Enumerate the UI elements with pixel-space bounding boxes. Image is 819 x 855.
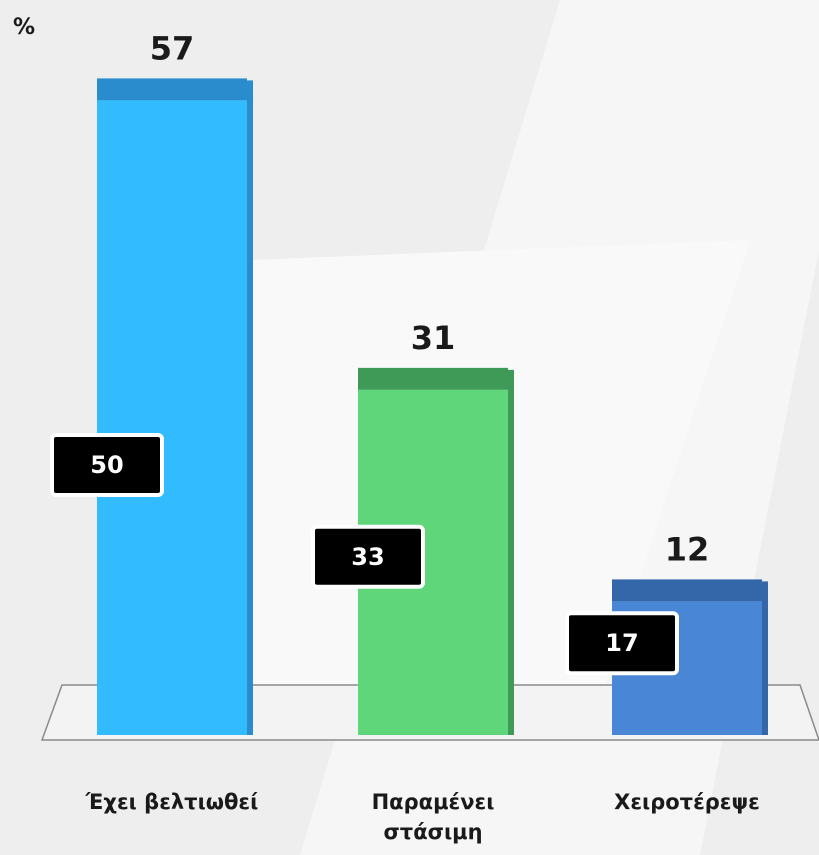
value-label: 31 xyxy=(411,319,456,357)
bar-top xyxy=(97,78,247,101)
comparison-label: 33 xyxy=(351,543,384,571)
value-label: 12 xyxy=(665,530,710,568)
bar-top xyxy=(612,579,762,602)
value-label: 57 xyxy=(150,29,195,67)
bar-side xyxy=(762,581,768,735)
x-tick-label: Παραμένει στάσιμη xyxy=(371,790,495,844)
bar-side xyxy=(508,369,514,735)
bar-side xyxy=(247,80,253,735)
comparison-label: 50 xyxy=(90,451,123,479)
comparison-box xyxy=(50,433,164,497)
unit-label: % xyxy=(13,15,35,40)
x-tick-label: Έχει βελτιωθεί xyxy=(85,790,259,814)
comparison-label: 17 xyxy=(605,629,638,657)
x-tick-label: Χειροτέρεψε xyxy=(614,790,760,814)
comparison-box xyxy=(565,611,679,676)
bar-top xyxy=(358,367,508,390)
bar xyxy=(97,100,247,735)
comparison-box xyxy=(311,524,425,589)
